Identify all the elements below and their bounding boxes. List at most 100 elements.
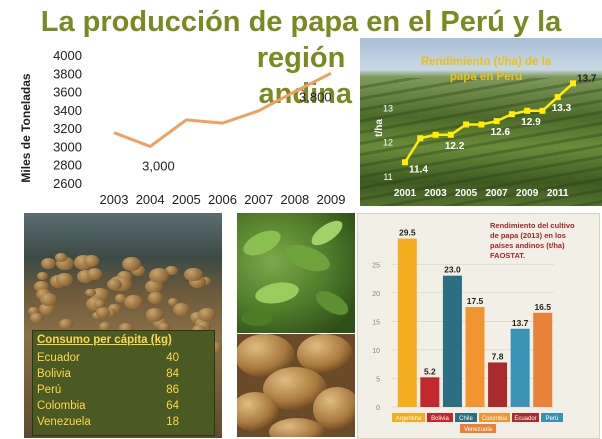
consumption-country: Colombia — [37, 400, 86, 412]
consumption-row: Bolivia 84 — [37, 368, 209, 383]
yield-point — [524, 107, 531, 114]
field-rows — [360, 78, 602, 214]
potato-shape — [184, 267, 203, 282]
potato-shape — [197, 307, 216, 321]
page-title: La producción de papa en el Perú y la re… — [0, 4, 602, 112]
yield-point — [539, 107, 546, 114]
potato-shape — [29, 313, 43, 323]
andean-bar — [488, 362, 508, 407]
potato-shape — [172, 303, 191, 317]
consumption-value: 86 — [166, 384, 179, 396]
andean-value-label: 16.5 — [534, 302, 551, 312]
yield-series-line — [403, 82, 574, 163]
potato-shape — [41, 257, 56, 269]
yield-point — [402, 159, 408, 166]
andean-value-label: 17.5 — [467, 296, 484, 306]
yield-data-label: 12.6 — [491, 127, 511, 138]
consumption-row: Venezuela 18 — [37, 416, 209, 431]
production-y-tick: 2800 — [53, 158, 82, 173]
production-chart: Miles de Toneladas 2600 2800 3000 3200 3400 3… — [19, 48, 345, 207]
potato-shape — [149, 268, 170, 284]
potato-shape — [189, 311, 205, 323]
andean-legend-swatch — [541, 413, 563, 422]
potato-shape — [118, 323, 133, 334]
potato-shape — [83, 255, 100, 267]
production-series-line — [113, 71, 332, 149]
andean-title-line: FAOSTAT. — [490, 251, 525, 260]
potato-shape — [114, 294, 126, 303]
production-x-tick: 2003 — [100, 192, 129, 207]
yield-title-line-1: Rendimiento (t/ha) de la — [421, 56, 552, 68]
andean-title-line: Rendimiento del cultivo — [490, 221, 575, 230]
potatoes-photo — [237, 334, 355, 437]
andean-bar — [420, 377, 440, 407]
andean-yield-chart: 0 5 10 15 20 25 29.5 5.2 23.0 17.5 7.8 13.7 16.5 Re… — [357, 213, 600, 439]
consumption-row: Colombia 64 — [37, 400, 209, 415]
yield-x-tick: 2003 — [424, 188, 447, 199]
production-y-tick: 3400 — [53, 103, 82, 118]
production-x-tick: 2006 — [208, 192, 237, 207]
potato-shape — [130, 264, 146, 276]
andean-bar — [442, 275, 462, 407]
potato-shape — [107, 279, 122, 291]
potato-shape — [95, 306, 111, 318]
production-y-tick: 4000 — [53, 48, 82, 63]
andean-bar — [465, 307, 485, 407]
consumption-table: Consumo per cápita (kg) Ecuador 40 Boliv… — [32, 330, 215, 436]
production-x-tick: 2008 — [280, 192, 309, 207]
yield-point — [508, 111, 515, 118]
andean-legend-swatch — [392, 413, 425, 422]
consumption-country: Perú — [37, 384, 62, 396]
production-x-tick: 2005 — [172, 192, 201, 207]
andean-title-line: de papa (2013) en los — [490, 231, 566, 240]
potato-shape — [98, 321, 111, 331]
consumption-country: Venezuela — [37, 416, 91, 428]
andean-bar — [397, 238, 417, 407]
production-y-tick: 3800 — [53, 66, 82, 81]
potato-shape — [58, 318, 73, 330]
potato-shape — [145, 279, 163, 293]
andean-legend-swatch — [479, 413, 510, 422]
yield-data-label: 13.3 — [552, 103, 572, 114]
andean-legend-label: Perú — [546, 416, 559, 422]
andean-bar — [533, 312, 553, 407]
potato-shape — [38, 302, 56, 316]
potato-shape — [55, 253, 67, 262]
potato-shape — [36, 271, 48, 280]
andean-legend-label: Colombia — [482, 416, 508, 422]
title-line-1: La producción de papa en el Perú y la re… — [40, 6, 562, 74]
production-y-axis-label: Miles de Toneladas — [19, 73, 33, 182]
potato-shape — [108, 303, 121, 313]
consumption-value: 84 — [166, 368, 179, 380]
andean-legend-label: Venezuela — [464, 427, 493, 433]
yield-x-tick: 2005 — [455, 188, 478, 199]
plant-leaves — [241, 220, 349, 326]
consumption-country: Bolivia — [37, 368, 71, 380]
andean-value-label: 29.5 — [399, 228, 416, 238]
potato-shape — [85, 288, 96, 297]
yield-point — [478, 121, 485, 128]
consumption-value: 40 — [166, 352, 179, 364]
yield-title-line-2: papa en Peru — [450, 71, 522, 83]
andean-legend-swatch — [427, 413, 453, 422]
yield-data-label: 12.9 — [521, 117, 541, 128]
yield-point — [432, 131, 439, 138]
potato-shape — [27, 306, 39, 315]
andean-y-tick: 25 — [372, 262, 380, 269]
yield-x-tick: 2009 — [516, 188, 539, 199]
production-label-high: 3,800 — [299, 89, 332, 104]
potato-shape — [145, 308, 164, 322]
yield-chart: Rendimiento (t/ha) de la papa en Peru t/… — [374, 56, 597, 199]
yield-point — [417, 135, 424, 142]
potato-shape — [86, 268, 103, 280]
yield-point — [554, 94, 561, 101]
andean-y-tick: 10 — [372, 348, 380, 355]
andean-bar — [510, 328, 530, 407]
andean-legend-swatch — [512, 413, 539, 422]
potato-pile — [237, 334, 355, 437]
andean-legend-swatch — [455, 413, 477, 422]
consumption-row: Ecuador 40 — [37, 352, 209, 367]
potato-field-photo: Rendimiento (t/ha) de la papa en Peru t/… — [360, 38, 602, 214]
yield-point — [463, 121, 470, 128]
yield-data-label: 13.7 — [577, 73, 597, 84]
